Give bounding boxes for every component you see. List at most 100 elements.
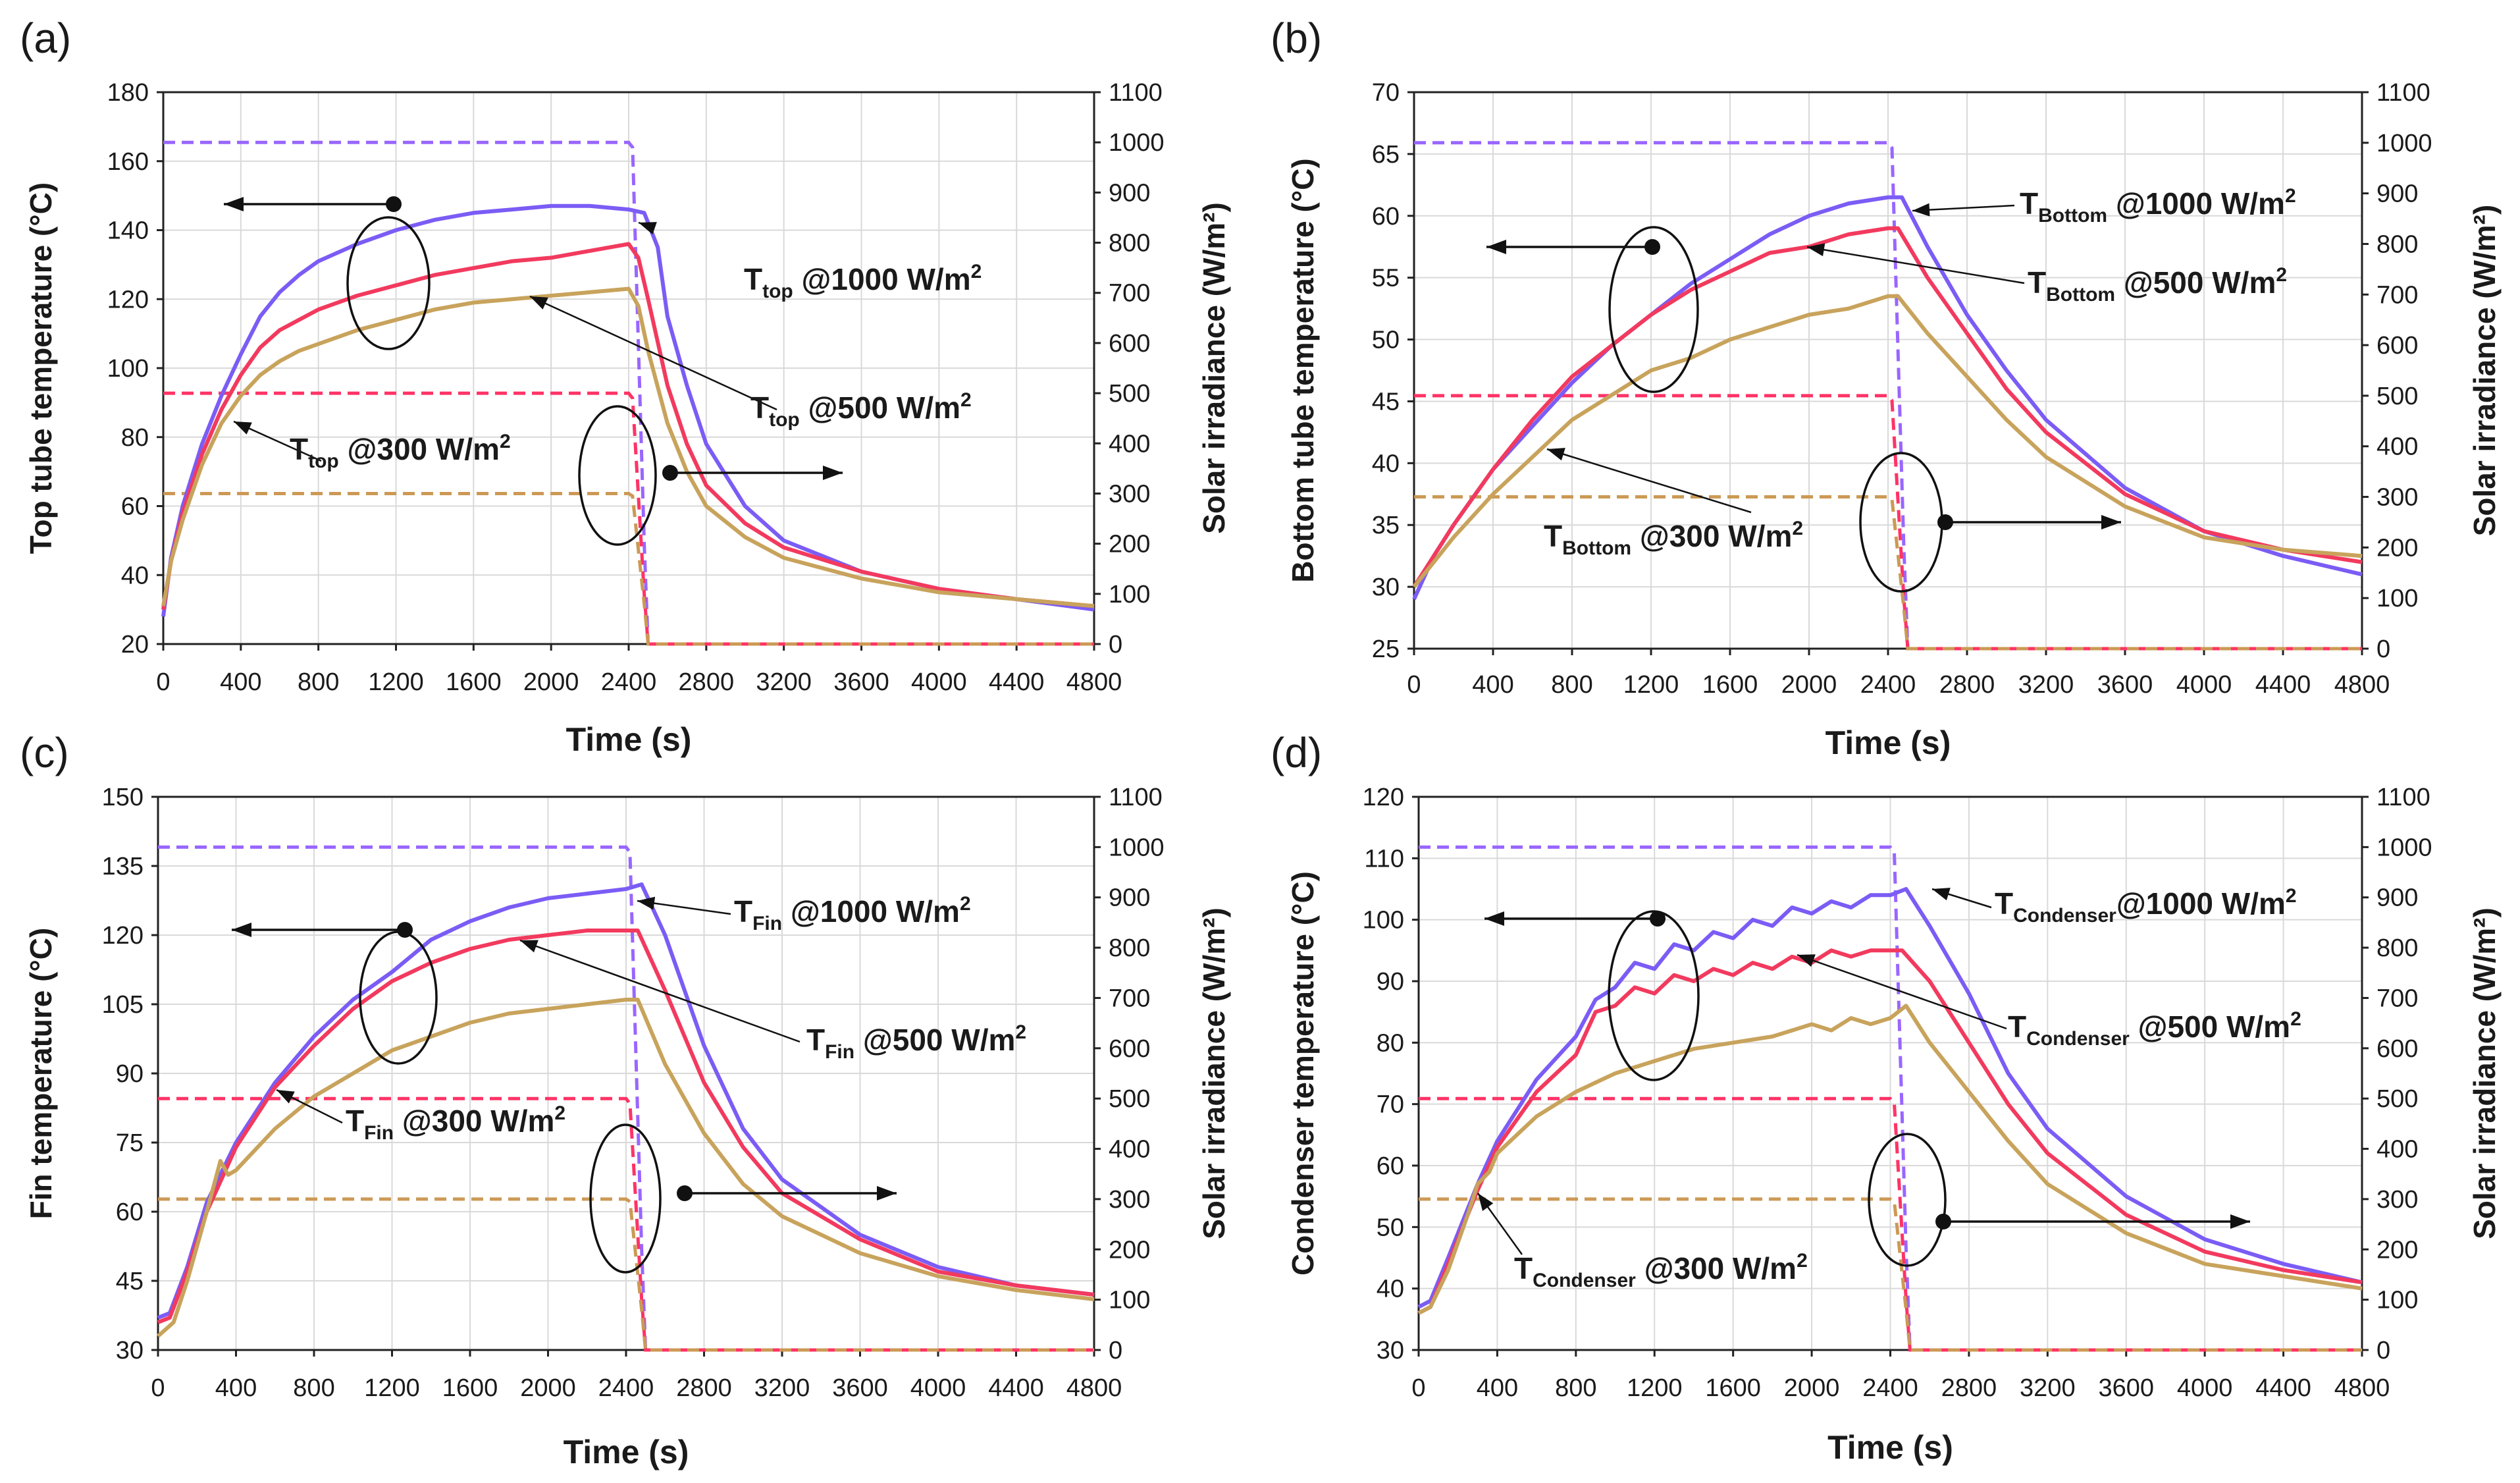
annotation-superscript: 2 <box>2276 264 2287 286</box>
x-tick-label: 2400 <box>601 668 657 696</box>
annotation-tail: @1000 W/m <box>2116 886 2286 921</box>
annotation-subscript: top <box>762 281 793 302</box>
y2-tick-label: 500 <box>1109 1085 1150 1113</box>
irradiance-line-300 <box>1419 1197 2362 1352</box>
y2-tick-label: 0 <box>2376 635 2390 663</box>
x-tick-label: 2000 <box>1781 671 1837 699</box>
panel-label: (a) <box>20 14 71 62</box>
x-tick-label: 3600 <box>2097 671 2153 699</box>
annotation-superscript: 2 <box>960 389 972 411</box>
annotation-superscript: 2 <box>1015 1021 1026 1043</box>
annotation-subscript: Fin <box>825 1041 854 1063</box>
annotation-subscript: Bottom <box>2038 205 2107 227</box>
y2-tick-label: 700 <box>1109 984 1150 1012</box>
x-axis-label: Time (s) <box>1827 1429 1953 1466</box>
annotation-tail: @300 W/m <box>339 432 500 466</box>
x-tick-label: 4800 <box>2334 1374 2390 1402</box>
annotation-superscript: 2 <box>554 1102 565 1124</box>
annotation-base: T <box>290 432 308 466</box>
y-tick-label: 80 <box>1377 1029 1404 1057</box>
x-tick-label: 1200 <box>364 1374 420 1402</box>
y-tick-label: 120 <box>107 286 149 313</box>
callout-ellipse <box>346 216 431 350</box>
y2-axis-label: Solar irradiance (W/m²) <box>2467 205 2502 537</box>
annotation-superscript: 2 <box>500 431 511 452</box>
x-tick-label: 400 <box>1477 1374 1518 1402</box>
y2-tick-label: 700 <box>2376 984 2418 1012</box>
y-tick-label: 45 <box>116 1268 144 1295</box>
chart-panel-c: (c)0 400 800 1200 1600 2000 2400 2800 3200 3600 40… <box>20 729 1231 1470</box>
x-tick-label: 800 <box>1555 1374 1596 1402</box>
series-annotation: TBottom @300 W/m2 <box>1544 518 1803 559</box>
series-annotation: Ttop @1000 W/m2 <box>744 261 982 302</box>
y2-tick-label: 900 <box>1109 179 1150 207</box>
series-annotation: TFin @500 W/m2 <box>806 1021 1026 1063</box>
y2-tick-label: 1100 <box>2376 784 2430 811</box>
annotation-superscript: 2 <box>960 893 971 915</box>
panel-label: (d) <box>1271 729 1322 776</box>
y-tick-label: 105 <box>102 991 144 1019</box>
y2-axis-label: Solar irradiance (W/m²) <box>1197 202 1231 534</box>
annotation-base: T <box>1514 1251 1533 1285</box>
chart-panel-a: (a)0 400 800 1200 1600 2000 2400 2800 3200 3600 40… <box>20 14 1231 758</box>
left-axis-arrow-dot <box>1644 239 1660 255</box>
y2-tick-label: 200 <box>2376 534 2418 562</box>
annotation-subscript: Condenser <box>1533 1270 1636 1291</box>
y2-tick-label: 900 <box>2376 180 2418 208</box>
y2-tick-label: 1000 <box>2376 834 2432 861</box>
annotation-subscript: Bottom <box>2046 284 2115 306</box>
y2-tick-label: 300 <box>1109 1186 1150 1214</box>
x-tick-label: 4000 <box>2176 671 2232 699</box>
y-tick-label: 180 <box>107 79 149 107</box>
annotation-tail: @500 W/m <box>2130 1010 2290 1044</box>
y-tick-label: 120 <box>102 922 144 950</box>
annotation-leader <box>1797 954 2007 1030</box>
y-tick-label: 140 <box>107 217 149 245</box>
annotation-leader <box>1546 448 1752 514</box>
chart-panel-d: (d)0 400 800 1200 1600 2000 2400 2800 3200 3600 40… <box>1271 729 2502 1466</box>
temperature-line-1 <box>161 242 1095 610</box>
left-axis-arrow-head <box>224 197 244 211</box>
x-tick-label: 2800 <box>676 1374 732 1402</box>
left-axis-arrow-head <box>1486 240 1506 254</box>
x-tick-label: 4400 <box>2255 1374 2311 1402</box>
y2-tick-label: 100 <box>2376 1287 2418 1314</box>
y-axis-label: Condenser temperature (°C) <box>1286 871 1320 1276</box>
annotation-base: T <box>2008 1010 2026 1044</box>
y2-tick-label: 0 <box>1109 631 1122 659</box>
y-tick-label: 30 <box>1377 1337 1404 1364</box>
y2-tick-label: 300 <box>2376 484 2418 512</box>
y2-tick-label: 1000 <box>1109 834 1165 861</box>
x-tick-label: 2000 <box>520 1374 576 1402</box>
y-tick-label: 150 <box>102 784 144 811</box>
y2-tick-label: 700 <box>1109 280 1150 308</box>
annotation-leader <box>529 295 777 411</box>
y-tick-label: 110 <box>1364 845 1404 873</box>
annotation-tail: @1000 W/m <box>782 894 960 929</box>
series-annotation: TCondenser @500 W/m2 <box>2008 1008 2301 1050</box>
x-tick-label: 2800 <box>679 668 735 696</box>
y2-tick-label: 200 <box>1109 1236 1150 1264</box>
irradiance-line-300 <box>163 492 1094 646</box>
y2-tick-label: 700 <box>2376 281 2418 309</box>
annotation-tail: @1000 W/m <box>793 262 971 296</box>
irradiance-line-300 <box>158 1197 1094 1352</box>
right-axis-arrow-dot <box>1937 514 1953 530</box>
y-tick-label: 50 <box>1372 327 1400 354</box>
annotation-tail: @1000 W/m <box>2107 186 2285 221</box>
annotation-subscript: top <box>308 450 339 472</box>
temperature-line-2 <box>157 998 1095 1338</box>
y-tick-label: 40 <box>1372 450 1400 477</box>
x-tick-label: 1200 <box>368 668 424 696</box>
annotation-arrowhead <box>1912 203 1930 217</box>
annotation-subscript: Condenser <box>2013 905 2116 927</box>
temperature-line-2 <box>1412 294 2363 588</box>
y-tick-label: 25 <box>1372 635 1400 663</box>
callout-ellipse <box>578 405 657 546</box>
left-axis-arrow-dot <box>386 196 402 212</box>
right-axis-arrow-head <box>2230 1214 2250 1229</box>
y2-tick-label: 500 <box>2376 383 2418 410</box>
x-tick-label: 4800 <box>1066 1374 1122 1402</box>
temperature-line-2 <box>161 286 1095 608</box>
x-tick-label: 800 <box>1551 671 1592 699</box>
